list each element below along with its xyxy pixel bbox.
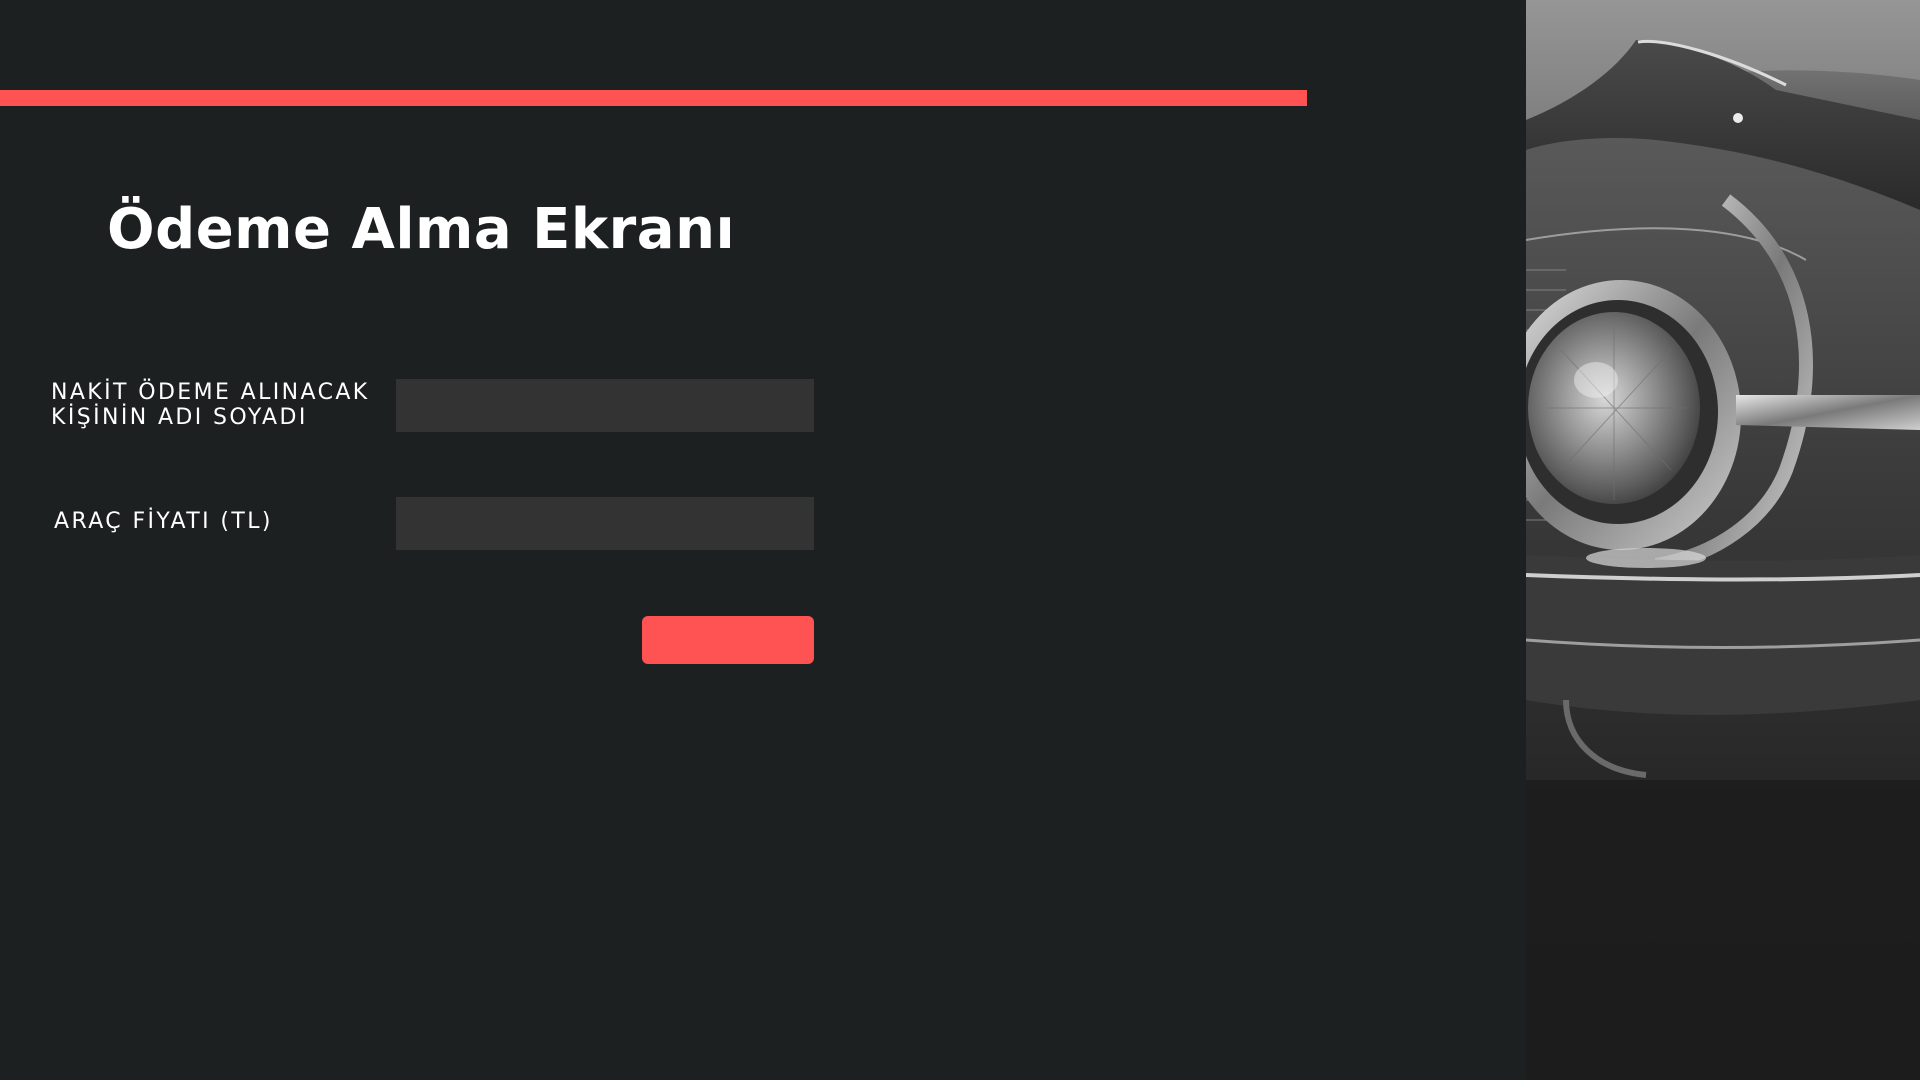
customer-name-label-line1: NAKİT ÖDEME ALINACAK xyxy=(51,380,370,405)
accent-bar xyxy=(0,90,1307,106)
customer-name-input[interactable] xyxy=(396,379,814,432)
customer-name-label: NAKİT ÖDEME ALINACAK KİŞİNİN ADI SOYADI xyxy=(51,380,370,430)
vehicle-price-label: ARAÇ FİYATI (TL) xyxy=(54,509,273,534)
vehicle-price-input[interactable] xyxy=(396,497,814,550)
submit-button[interactable] xyxy=(642,616,814,664)
customer-name-label-line2: KİŞİNİN ADI SOYADI xyxy=(51,405,308,430)
car-headlight-image xyxy=(1526,0,1920,1080)
page-title: Ödeme Alma Ekranı xyxy=(107,197,736,262)
